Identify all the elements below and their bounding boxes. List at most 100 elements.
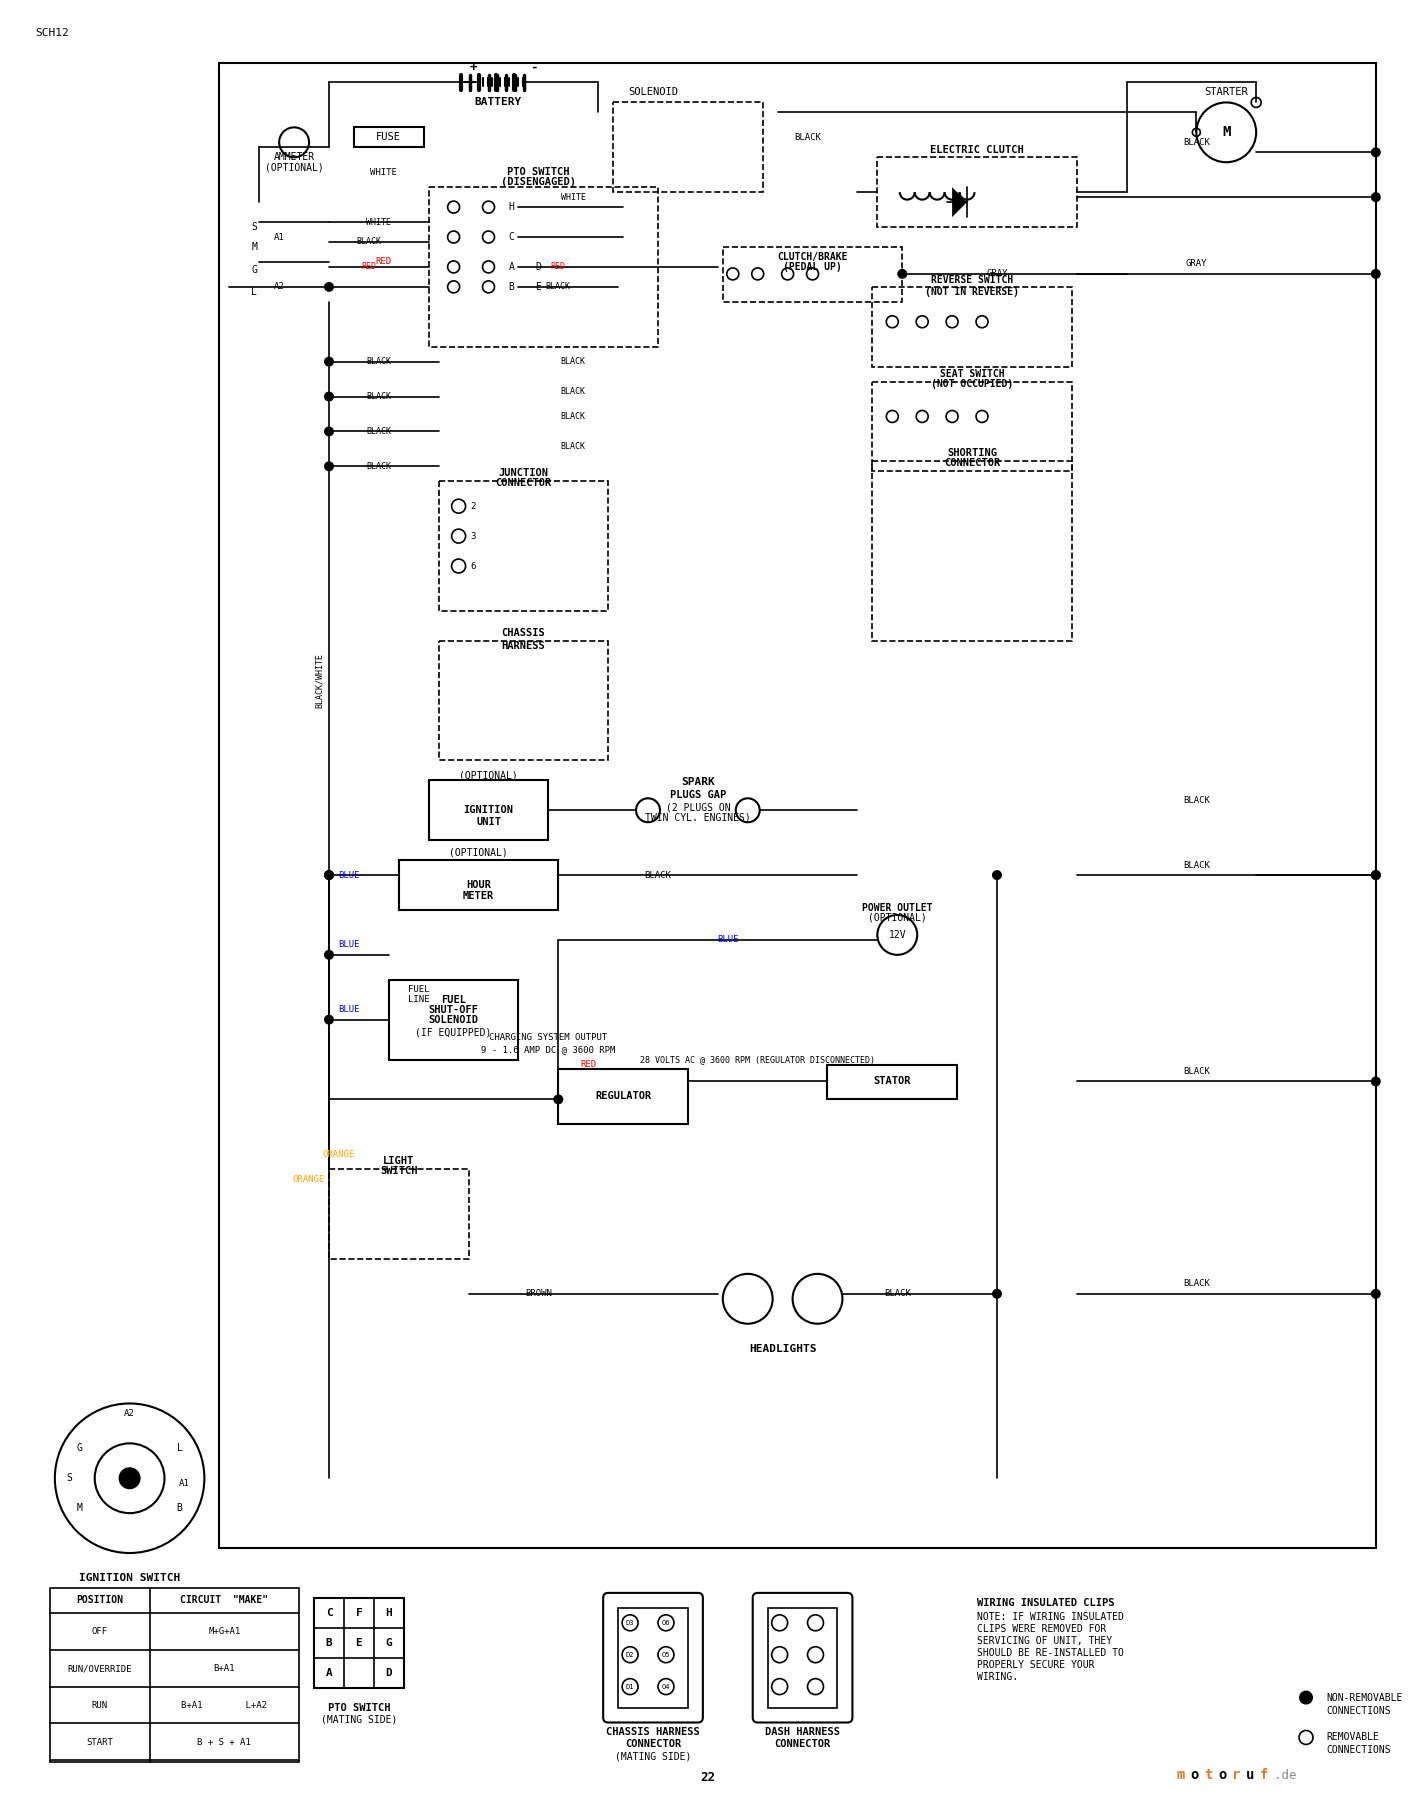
Text: STATOR: STATOR xyxy=(874,1076,911,1087)
Text: HOUR: HOUR xyxy=(465,880,491,889)
Circle shape xyxy=(482,281,494,293)
Text: BLACK: BLACK xyxy=(1183,1280,1210,1289)
Text: B+A1        L+A2: B+A1 L+A2 xyxy=(182,1701,267,1710)
Text: SPARK: SPARK xyxy=(681,778,715,787)
Text: RED: RED xyxy=(376,257,392,266)
Text: LIGHT: LIGHT xyxy=(383,1156,414,1166)
Text: O6: O6 xyxy=(661,1620,670,1625)
Text: CONNECTIONS: CONNECTIONS xyxy=(1325,1746,1391,1755)
Circle shape xyxy=(636,799,660,823)
Text: WHITE: WHITE xyxy=(370,167,397,176)
Text: BLACK: BLACK xyxy=(366,427,392,436)
Bar xyxy=(389,979,518,1060)
Text: L: L xyxy=(176,1444,183,1453)
Text: REMOVABLE: REMOVABLE xyxy=(1325,1732,1379,1742)
Text: CONNECTOR: CONNECTOR xyxy=(624,1739,681,1750)
Circle shape xyxy=(917,410,928,423)
Text: (OPTIONAL): (OPTIONAL) xyxy=(868,913,927,923)
Bar xyxy=(619,1607,688,1708)
Bar xyxy=(722,247,902,302)
Text: BLACK: BLACK xyxy=(546,283,570,292)
Text: C: C xyxy=(325,1607,332,1618)
Text: JUNCTION: JUNCTION xyxy=(498,468,548,479)
Circle shape xyxy=(447,230,460,243)
Circle shape xyxy=(324,427,333,436)
Text: M: M xyxy=(1222,126,1230,139)
Polygon shape xyxy=(952,187,968,218)
Text: FUSE: FUSE xyxy=(376,133,402,142)
Text: UNIT: UNIT xyxy=(475,817,501,828)
Text: FUEL: FUEL xyxy=(409,985,430,994)
Text: BLACK: BLACK xyxy=(795,133,822,142)
Text: CLUTCH/BRAKE: CLUTCH/BRAKE xyxy=(778,252,847,263)
Text: (MATING SIDE): (MATING SIDE) xyxy=(321,1715,397,1724)
Text: f: f xyxy=(1260,1768,1269,1782)
Circle shape xyxy=(447,261,460,274)
Text: (MATING SIDE): (MATING SIDE) xyxy=(614,1751,691,1762)
Text: D3: D3 xyxy=(626,1620,634,1625)
Text: NON-REMOVABLE: NON-REMOVABLE xyxy=(1325,1692,1402,1703)
Text: S: S xyxy=(251,221,257,232)
Text: G: G xyxy=(386,1638,392,1647)
Text: 22: 22 xyxy=(701,1771,715,1784)
Text: H: H xyxy=(508,202,514,212)
Text: SERVICING OF UNIT, THEY: SERVICING OF UNIT, THEY xyxy=(978,1636,1112,1645)
Text: (PEDAL UP): (PEDAL UP) xyxy=(783,263,841,272)
Bar xyxy=(558,1069,688,1125)
Text: B+A1: B+A1 xyxy=(214,1665,236,1674)
Text: PROPERLY SECURE YOUR: PROPERLY SECURE YOUR xyxy=(978,1660,1094,1670)
Circle shape xyxy=(482,230,494,243)
Text: 9 - 1.6 AMP DC @ 3600 RPM: 9 - 1.6 AMP DC @ 3600 RPM xyxy=(481,1046,616,1055)
Text: RED: RED xyxy=(551,263,566,272)
Circle shape xyxy=(946,315,958,328)
Text: FUEL: FUEL xyxy=(441,995,465,1004)
Circle shape xyxy=(324,356,333,367)
Circle shape xyxy=(782,268,793,279)
Text: G: G xyxy=(77,1444,82,1453)
Text: M: M xyxy=(251,241,257,252)
Text: SHUT-OFF: SHUT-OFF xyxy=(429,1004,478,1015)
Bar xyxy=(768,1607,837,1708)
Circle shape xyxy=(324,950,333,959)
Circle shape xyxy=(324,461,333,472)
Text: (DISENGAGED): (DISENGAGED) xyxy=(501,176,576,187)
Bar xyxy=(438,641,609,760)
Text: STARTER: STARTER xyxy=(1205,88,1249,97)
Circle shape xyxy=(324,1015,333,1024)
Text: SWITCH: SWITCH xyxy=(380,1166,417,1175)
Text: BLUE: BLUE xyxy=(717,936,738,945)
Bar xyxy=(429,781,548,841)
Bar xyxy=(429,187,658,347)
Text: GRAY: GRAY xyxy=(986,270,1007,279)
Text: HEADLIGHTS: HEADLIGHTS xyxy=(749,1343,816,1354)
Circle shape xyxy=(447,202,460,212)
Text: IGNITION SWITCH: IGNITION SWITCH xyxy=(79,1573,180,1582)
Text: B: B xyxy=(508,283,514,292)
Circle shape xyxy=(1371,148,1381,157)
Circle shape xyxy=(324,392,333,401)
Text: D: D xyxy=(535,263,541,272)
Text: M: M xyxy=(77,1503,82,1514)
Text: r: r xyxy=(1232,1768,1240,1782)
Text: BLACK: BLACK xyxy=(1183,796,1210,805)
Circle shape xyxy=(451,560,465,572)
Text: E: E xyxy=(535,283,541,292)
Text: CHASSIS: CHASSIS xyxy=(501,628,545,637)
Text: (OPTIONAL): (OPTIONAL) xyxy=(460,770,518,781)
Text: (IF EQUIPPED): (IF EQUIPPED) xyxy=(416,1028,492,1037)
Text: ORANGE: ORANGE xyxy=(292,1175,325,1184)
Text: CIRCUIT  "MAKE": CIRCUIT "MAKE" xyxy=(180,1595,268,1606)
Text: POSITION: POSITION xyxy=(77,1595,123,1606)
Text: (NOT OCCUPIED): (NOT OCCUPIED) xyxy=(931,378,1013,389)
Text: CONNECTOR: CONNECTOR xyxy=(495,479,552,488)
Text: RUN/OVERRIDE: RUN/OVERRIDE xyxy=(68,1665,132,1674)
Circle shape xyxy=(1371,1289,1381,1300)
Circle shape xyxy=(806,268,819,279)
Text: BLACK: BLACK xyxy=(366,392,392,401)
Circle shape xyxy=(451,499,465,513)
Text: CONNECTOR: CONNECTOR xyxy=(775,1739,830,1750)
Circle shape xyxy=(1371,268,1381,279)
Text: BLACK: BLACK xyxy=(366,356,392,365)
Bar xyxy=(353,128,424,148)
Text: B: B xyxy=(325,1638,332,1647)
